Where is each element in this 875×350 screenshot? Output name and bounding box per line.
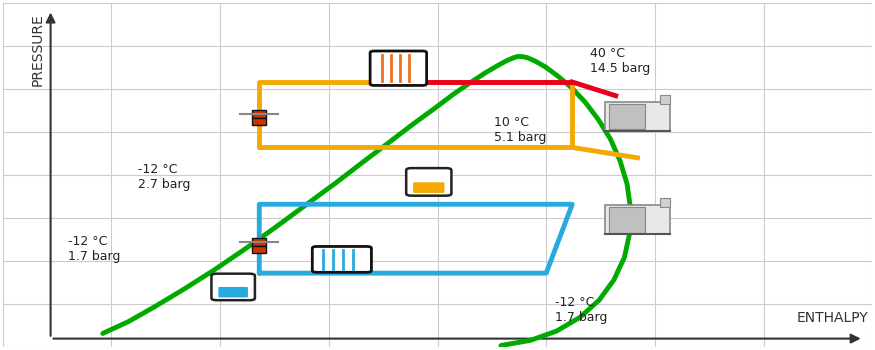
FancyBboxPatch shape — [413, 182, 444, 193]
Bar — [660, 198, 670, 207]
Text: ENTHALPY: ENTHALPY — [796, 311, 868, 325]
FancyBboxPatch shape — [609, 207, 645, 233]
FancyBboxPatch shape — [609, 104, 645, 130]
FancyBboxPatch shape — [605, 205, 670, 235]
Text: 10 °C
5.1 barg: 10 °C 5.1 barg — [494, 116, 546, 144]
FancyBboxPatch shape — [252, 118, 266, 125]
Text: 40 °C
14.5 barg: 40 °C 14.5 barg — [590, 47, 650, 75]
FancyBboxPatch shape — [406, 168, 452, 196]
FancyBboxPatch shape — [312, 246, 371, 272]
Text: PRESSURE: PRESSURE — [31, 13, 45, 86]
Text: -12 °C
2.7 barg: -12 °C 2.7 barg — [137, 162, 190, 190]
Bar — [660, 95, 670, 104]
FancyBboxPatch shape — [219, 287, 248, 298]
FancyBboxPatch shape — [212, 274, 255, 300]
FancyBboxPatch shape — [252, 246, 266, 253]
FancyBboxPatch shape — [605, 102, 670, 131]
FancyBboxPatch shape — [252, 238, 266, 246]
FancyBboxPatch shape — [252, 110, 266, 118]
Text: -12 °C
1.7 barg: -12 °C 1.7 barg — [555, 295, 607, 323]
Text: -12 °C
1.7 barg: -12 °C 1.7 barg — [68, 235, 121, 263]
FancyBboxPatch shape — [370, 51, 427, 85]
